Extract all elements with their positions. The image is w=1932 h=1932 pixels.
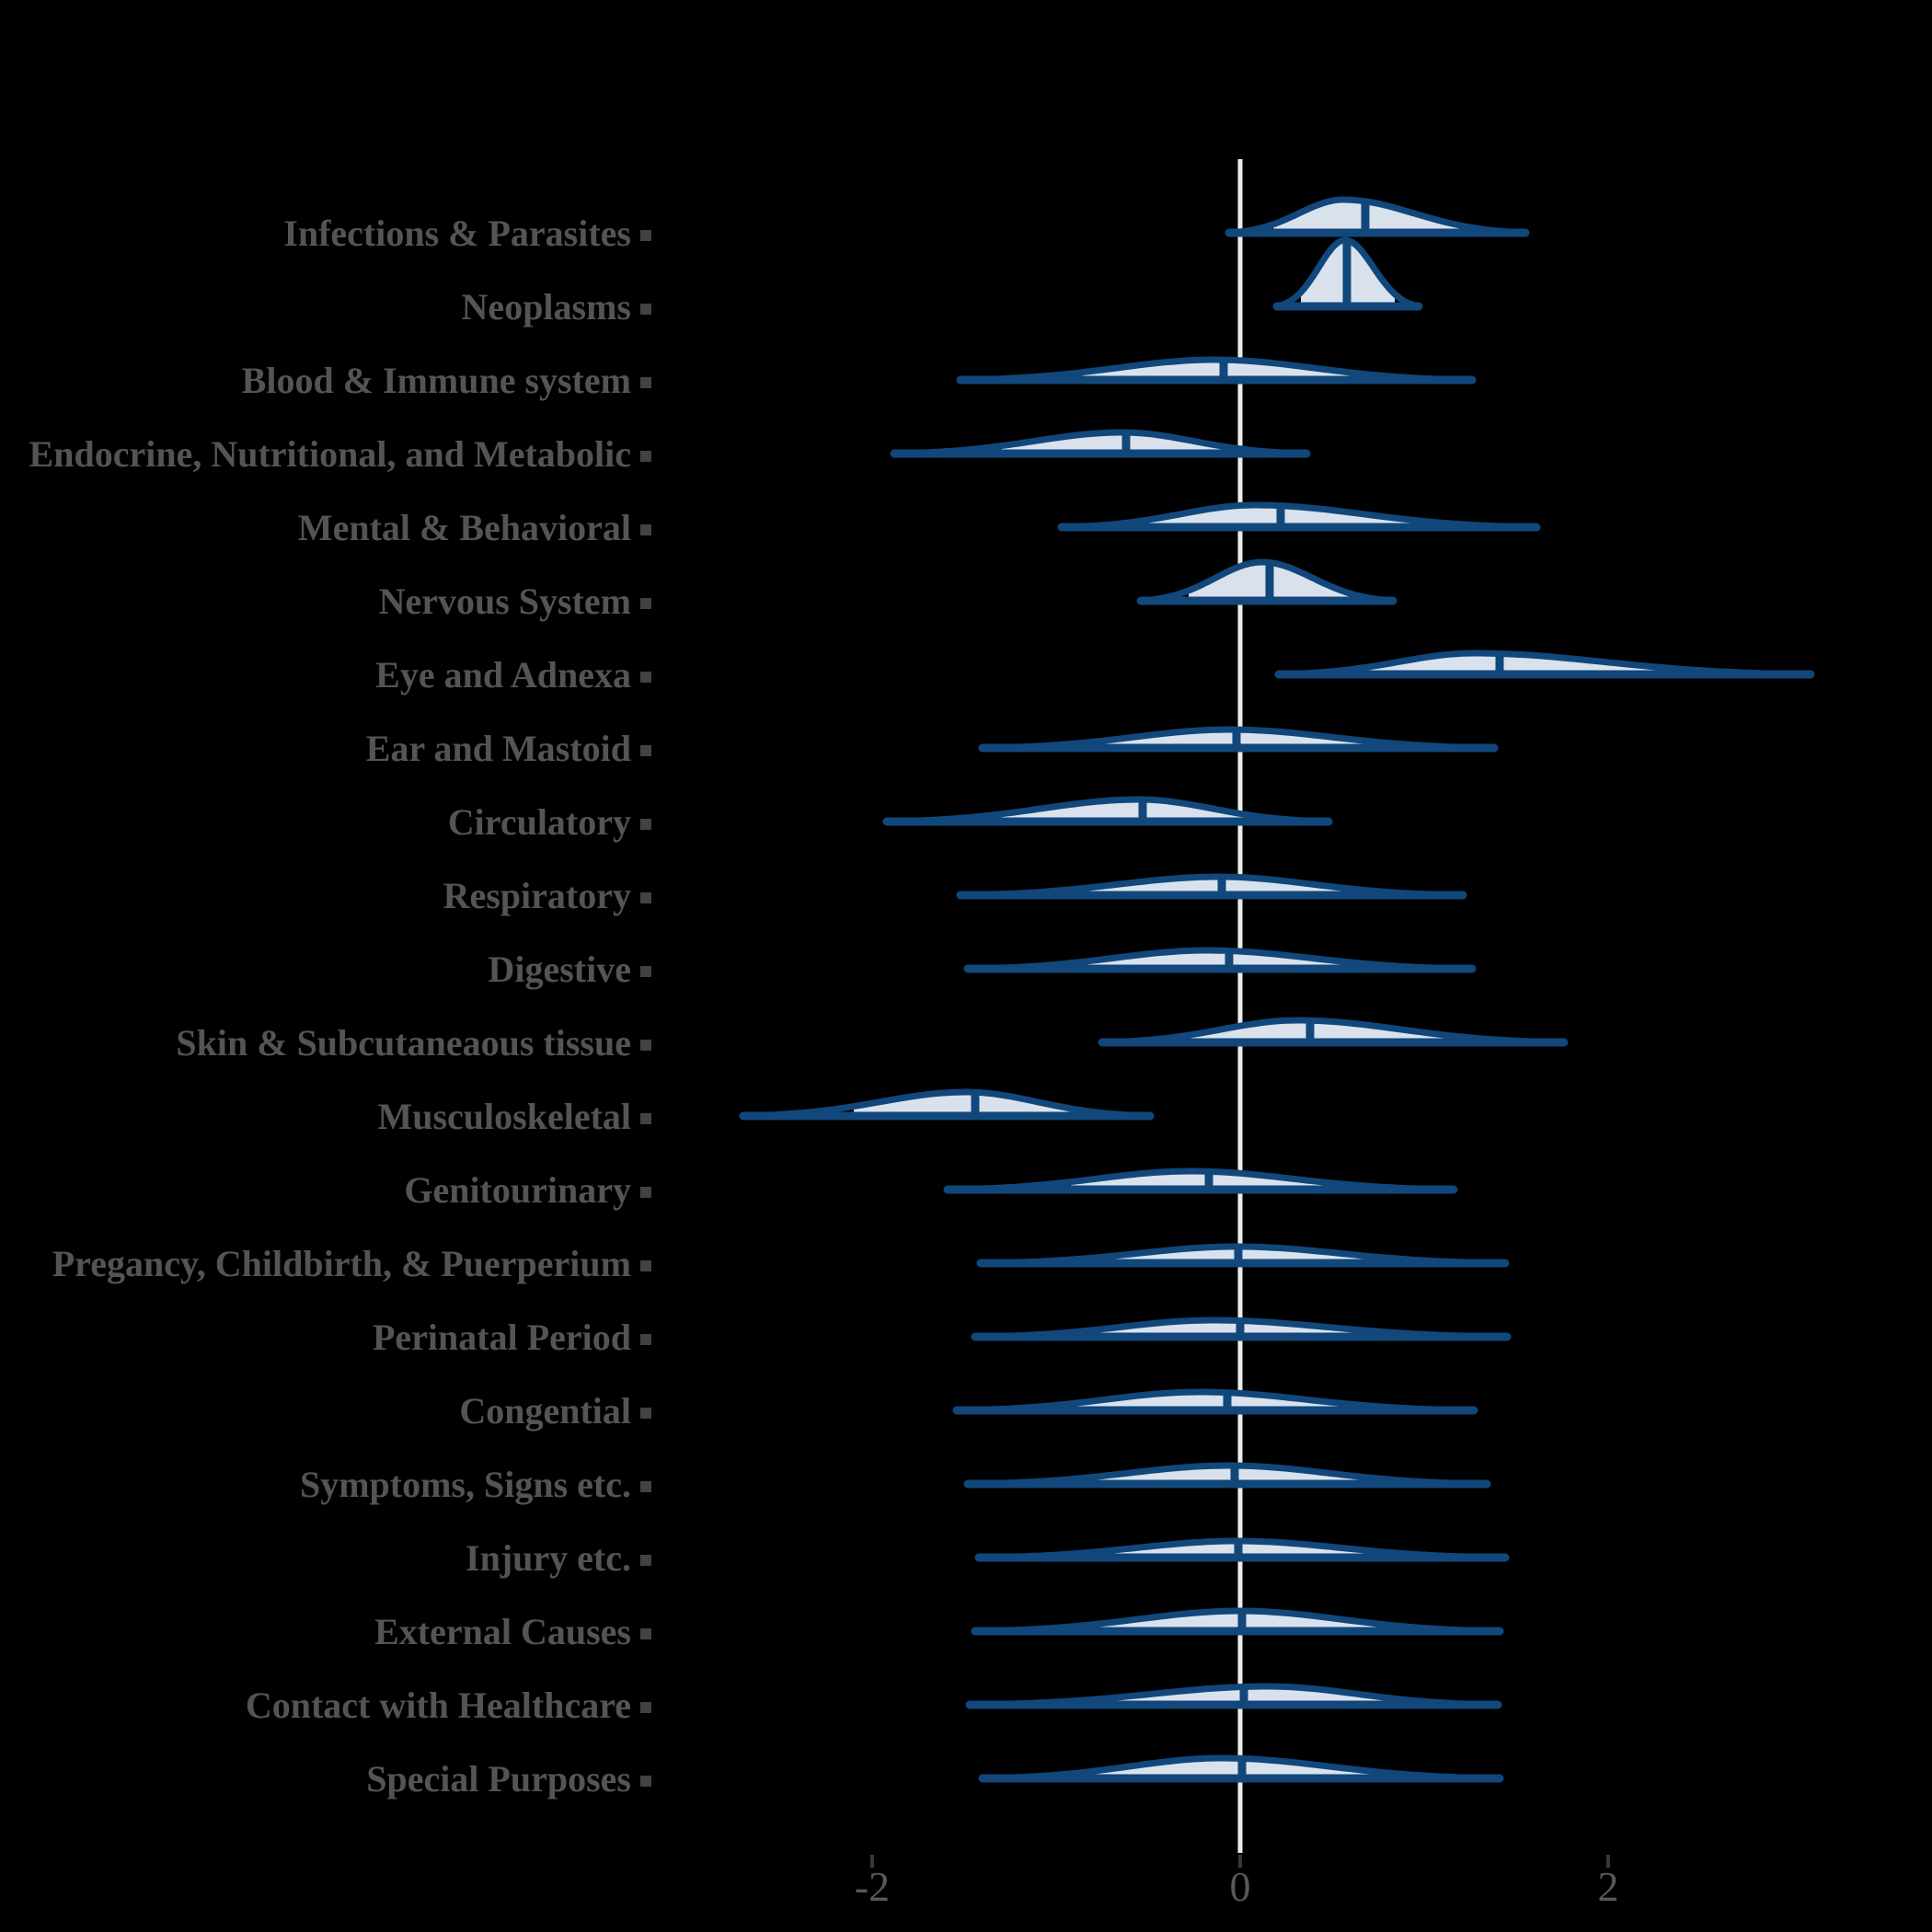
category-label: Pregancy, Childbirth, & Puerperium [52,1243,631,1284]
category-tick-marker [640,966,651,977]
violin-row: Special Purposes [366,1754,1504,1800]
category-label: Special Purposes [366,1758,631,1800]
category-tick-marker [640,1481,651,1492]
category-tick-marker [640,304,651,315]
category-tick-marker [640,451,651,462]
category-label: External Causes [374,1611,631,1652]
category-label: Eye and Adnexa [375,654,631,696]
category-label: Respiratory [443,875,631,916]
category-tick-marker [640,745,651,756]
category-tick-marker [640,598,651,609]
category-label: Genitourinary [404,1169,631,1211]
x-axis-layer: -2 0 2 [855,1855,1619,1910]
violin-row: Neoplasms [462,236,1423,328]
category-tick-marker [640,1408,651,1419]
violin-fill [1148,505,1443,527]
category-tick-marker [640,819,651,830]
category-tick-marker [640,1113,651,1124]
violin-row: External Causes [374,1607,1504,1652]
category-tick-marker [640,524,651,535]
x-axis-tick-label: 2 [1598,1863,1619,1910]
category-label: Neoplasms [462,286,631,328]
violin-row: Digestive [488,947,1477,990]
violin-row: Pregancy, Childbirth, & Puerperium [52,1243,1510,1284]
category-label: Injury etc. [466,1537,631,1579]
violin-row: Endocrine, Nutritional, and Metabolic [29,429,1311,475]
violin-fill [1352,653,1737,674]
category-label: Symptoms, Signs etc. [300,1464,631,1505]
violin-row: Blood & Immune system [242,356,1477,401]
category-tick-marker [640,1260,651,1271]
category-tick-marker [640,1555,651,1566]
violin-row: Contact with Healthcare [246,1683,1502,1726]
category-label: Perinatal Period [373,1317,631,1358]
category-label: Blood & Immune system [242,360,631,401]
violin-row: Mental & Behavioral [298,501,1541,548]
category-tick-marker [640,1334,651,1345]
category-tick-marker [640,1776,651,1787]
violin-row: Injury etc. [466,1537,1510,1579]
violin-row: Genitourinary [404,1167,1458,1211]
category-label: Ear and Mastoid [366,728,631,769]
category-label: Nervous System [379,581,631,622]
violin-row: Respiratory [443,873,1467,916]
violin-row: Circulatory [448,796,1333,843]
violin-row: Eye and Adnexa [375,650,1815,696]
category-label: Circulatory [448,801,631,843]
violin-row: Perinatal Period [373,1317,1512,1358]
violin-row: Congential [459,1388,1478,1432]
violin-row: Nervous System [379,558,1397,622]
category-tick-marker [640,1040,651,1051]
category-tick-marker [640,672,651,683]
violin-rows-layer: Infections & Parasites Neoplasms Blood & I… [29,196,1815,1800]
violin-row: Symptoms, Signs etc. [300,1462,1491,1505]
violin-row: Musculoskeletal [377,1088,1155,1137]
category-label: Endocrine, Nutritional, and Metabolic [29,433,631,475]
x-axis-tick-label: -2 [855,1863,890,1910]
category-tick-marker [640,230,651,241]
category-tick-marker [640,1187,651,1198]
category-label: Infections & Parasites [283,213,631,254]
category-label: Digestive [488,949,631,990]
category-tick-marker [640,1628,651,1639]
category-tick-marker [640,377,651,388]
violin-row: Skin & Subcutaneaous tissue [176,1017,1569,1064]
category-label: Musculoskeletal [377,1096,631,1137]
violin-outline [1137,558,1397,604]
category-label: Contact with Healthcare [246,1685,631,1726]
category-tick-marker [640,1702,651,1713]
violin-fill [1056,877,1376,895]
category-label: Congential [459,1390,631,1432]
category-label: Mental & Behavioral [298,507,631,548]
violin-outline [1225,196,1529,236]
category-label: Skin & Subcutaneaous tissue [176,1022,631,1064]
violin-outline [1273,236,1422,310]
category-tick-marker [640,892,651,903]
violin-row: Ear and Mastoid [366,726,1499,769]
x-axis-tick-label: 0 [1230,1863,1251,1910]
violin-row: Infections & Parasites [283,196,1530,254]
